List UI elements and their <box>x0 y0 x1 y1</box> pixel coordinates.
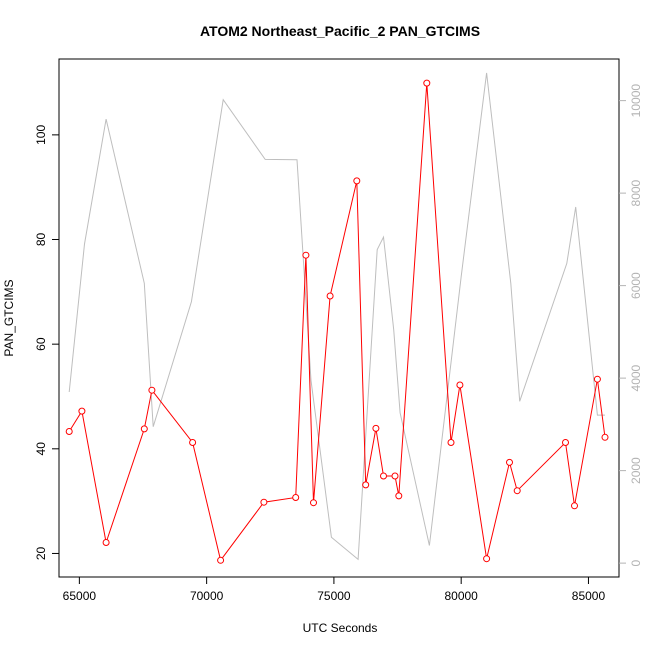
plot-box <box>58 58 620 578</box>
x-axis-label: UTC Seconds <box>303 621 378 635</box>
primary-data-point <box>78 407 86 415</box>
primary-data-point <box>380 472 387 480</box>
primary-data-point <box>65 428 73 435</box>
primary-data-point <box>483 555 491 563</box>
primary-data-point <box>140 425 148 433</box>
y-tick-label: 80 <box>34 233 48 247</box>
primary-data-point <box>513 487 521 495</box>
primary-data-point <box>423 79 431 87</box>
y-tick-label: 60 <box>34 337 48 351</box>
primary-data-point <box>601 433 609 441</box>
primary-data-point <box>302 251 310 259</box>
primary-series <box>65 79 609 564</box>
primary-data-point <box>391 472 399 480</box>
primary-data-point <box>593 375 601 383</box>
x-axis: 65000 70000 75000 80000 85000 <box>63 577 606 603</box>
primary-series-line <box>68 83 606 562</box>
secondary-series-line <box>68 72 605 561</box>
primary-data-point <box>456 381 464 389</box>
x-tick-label: 65000 <box>63 589 97 603</box>
y2-tick-label: 8000 <box>629 179 643 206</box>
y2-tick-label: 2000 <box>629 457 643 484</box>
primary-data-point <box>571 502 578 510</box>
primary-data-point <box>189 439 197 446</box>
x-tick-label: 75000 <box>317 589 351 603</box>
primary-data-point <box>506 458 513 466</box>
primary-data-point <box>260 498 268 506</box>
primary-data-point <box>102 539 110 546</box>
chart-title: ATOM2 Northeast_Pacific_2 PAN_GTCIMS <box>200 23 480 39</box>
x-tick-label: 85000 <box>572 589 606 603</box>
primary-data-point <box>562 439 569 446</box>
primary-data-point <box>362 481 370 489</box>
primary-data-point <box>395 492 403 500</box>
primary-data-point <box>217 556 225 564</box>
y2-axis: 0 2000 4000 6000 8000 10000 <box>619 84 643 566</box>
y2-tick-label: 0 <box>629 559 643 566</box>
primary-data-point <box>310 499 317 507</box>
y-axis-label: PAN_GTCIMS <box>2 279 16 356</box>
y2-tick-label: 6000 <box>629 272 643 299</box>
y-tick-label: 100 <box>34 125 48 145</box>
x-tick-label: 70000 <box>190 589 224 603</box>
plot-frame <box>58 58 620 578</box>
y-tick-label: 20 <box>34 546 48 560</box>
primary-data-point <box>326 292 334 300</box>
primary-data-point <box>447 439 455 446</box>
y2-tick-label: 10000 <box>629 84 643 118</box>
y2-tick-label: 4000 <box>629 364 643 391</box>
primary-data-point <box>292 494 300 501</box>
secondary-series <box>68 72 605 561</box>
y-axis: 20 40 60 80 100 <box>34 125 59 560</box>
x-tick-label: 80000 <box>444 589 478 603</box>
primary-data-point <box>372 424 380 432</box>
primary-data-point <box>148 386 156 394</box>
primary-data-point <box>353 177 361 185</box>
y-tick-label: 40 <box>34 442 48 456</box>
